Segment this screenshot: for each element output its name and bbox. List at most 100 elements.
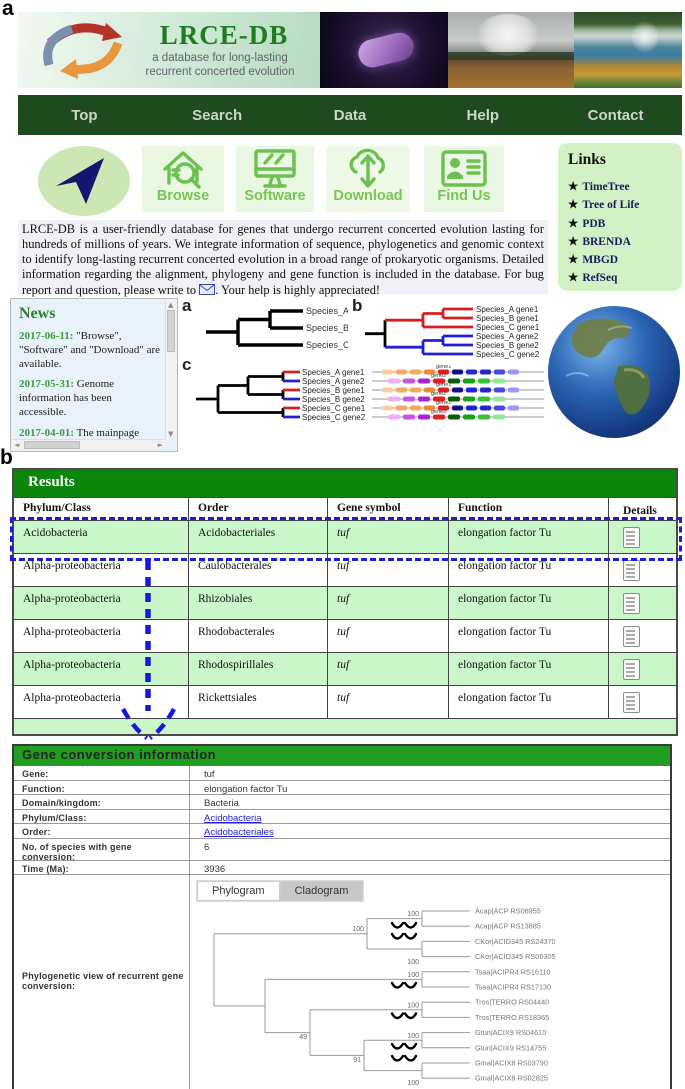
field-value: 3936 xyxy=(204,863,226,875)
links-panel: Links ★ TimeTree ★ Tree of Life ★ PDB ★ BREN… xyxy=(558,143,682,291)
link-tree-of-life[interactable]: ★ Tree of Life xyxy=(568,199,640,212)
cell-phylum: Acidobacteria xyxy=(23,527,88,539)
svg-text:100: 100 xyxy=(407,972,419,979)
table-row: Alpha-proteobacteria Caulobacterales tuf… xyxy=(14,553,676,586)
download-cloud-icon xyxy=(349,148,385,188)
recurrence-arrows-logo-icon xyxy=(43,23,123,79)
cell-order: Rhodospirillales xyxy=(188,653,327,685)
results-title: Results xyxy=(14,470,676,497)
phylum-link[interactable]: Acidobacteria xyxy=(204,812,262,824)
nav-item-search[interactable]: Search xyxy=(192,106,243,124)
link-timetree[interactable]: ★ TimeTree xyxy=(568,181,630,194)
scroll-down-icon[interactable]: ▼ xyxy=(168,430,174,438)
table-row: Acidobacteria Acidobacteriales tuf elong… xyxy=(14,520,676,553)
details-document-icon[interactable] xyxy=(623,592,640,614)
details-document-icon[interactable] xyxy=(623,658,640,680)
tab-phylogram[interactable]: Phylogram xyxy=(197,881,280,901)
geyser-photo xyxy=(448,12,574,88)
field-row-function: Function: elongation factor Tu xyxy=(14,780,670,795)
earth-globe-image xyxy=(548,306,680,438)
field-label: Domain/kingdom: xyxy=(14,795,190,809)
cell-details xyxy=(608,587,676,619)
link-pdb[interactable]: ★ PDB xyxy=(568,217,606,230)
diagram-b-label: b xyxy=(352,296,363,315)
svg-text:Species_B gene2: Species_B gene2 xyxy=(302,395,365,404)
news-entry: 2017-06-11: "Browse", "Software" and "Do… xyxy=(19,330,161,370)
browse-button[interactable]: Browse xyxy=(142,146,224,212)
details-document-icon[interactable] xyxy=(623,625,640,647)
field-value: elongation factor Tu xyxy=(204,783,288,795)
field-label: No. of species with gene conversion: xyxy=(14,838,190,862)
scroll-up-icon[interactable]: ▲ xyxy=(168,301,174,309)
gene-tree-diagram: Species_A gene1 Species_B gene1 Species_… xyxy=(365,305,540,359)
svg-text:Species_C gene2: Species_C gene2 xyxy=(302,413,366,422)
details-document-icon[interactable] xyxy=(623,559,640,581)
table-row: Alpha-proteobacteria Rhizobiales tuf elo… xyxy=(14,586,676,619)
scrollbar-thumb[interactable] xyxy=(24,441,80,449)
navigate-button[interactable] xyxy=(38,146,130,216)
star-icon: ★ xyxy=(568,199,579,212)
svg-text:100: 100 xyxy=(407,911,419,918)
gene-conversion-icon xyxy=(390,932,418,940)
nav-item-top[interactable]: Top xyxy=(71,106,98,124)
results-table: Results Phylum/Class Order Gene symbol F… xyxy=(12,468,678,736)
field-row-gene: Gene: tuf xyxy=(14,766,670,781)
news-title: News xyxy=(19,305,56,322)
genome-context-diagram: gene1 gene2 gene1 gene2 xyxy=(372,365,544,420)
gene-conversion-icon xyxy=(390,981,418,989)
link-mbgd[interactable]: ★ MBGD xyxy=(568,253,619,266)
field-row-species-count: No. of species with gene conversion: 6 xyxy=(14,838,670,862)
find-us-button[interactable]: Find Us xyxy=(424,146,504,212)
order-link[interactable]: Acidobacteriales xyxy=(204,827,274,838)
steam-shape xyxy=(632,20,658,54)
news-horizontal-scrollbar[interactable]: ◄ ► xyxy=(12,439,165,450)
nav-item-data[interactable]: Data xyxy=(333,106,367,124)
intro-paragraph: LRCE-DB is a user-friendly database for … xyxy=(18,220,548,297)
gene-conversion-icon xyxy=(390,921,418,929)
cell-order: Caulobacterales xyxy=(188,554,327,586)
svg-text:gene2: gene2 xyxy=(431,373,446,379)
mail-icon[interactable] xyxy=(199,283,216,299)
cell-gene: tuf xyxy=(327,620,448,652)
svg-text:Gtun|ACIX9 RS14755: Gtun|ACIX9 RS14755 xyxy=(475,1043,546,1052)
details-document-icon[interactable] xyxy=(623,691,640,713)
gene-conversion-panel: Gene conversion information Gene: tuf Fu… xyxy=(12,744,672,1089)
svg-text:Gmal|ACIX8 RS02825: Gmal|ACIX8 RS02825 xyxy=(475,1074,548,1083)
scroll-left-icon[interactable]: ◄ xyxy=(14,441,20,449)
table-row: Alpha-proteobacteria Rickettsiales tuf e… xyxy=(14,685,676,718)
cell-function: elongation factor Tu xyxy=(448,521,608,553)
treeline-shape xyxy=(448,52,574,60)
svg-text:Species_C gene1: Species_C gene1 xyxy=(476,323,540,332)
field-label: Phylum/Class: xyxy=(14,809,190,823)
field-row-domain: Domain/kingdom: Bacteria xyxy=(14,795,670,810)
svg-text:Acap|ACP RS06955: Acap|ACP RS06955 xyxy=(475,907,541,916)
nav-item-contact[interactable]: Contact xyxy=(587,106,644,124)
find-us-card-icon xyxy=(441,150,487,187)
news-vertical-scrollbar[interactable]: ▲ ▼ xyxy=(165,300,176,439)
field-value: Acidobacteria xyxy=(190,810,670,824)
download-button[interactable]: Download xyxy=(326,146,410,212)
svg-text:Gtun|ACIX9 RS04610: Gtun|ACIX9 RS04610 xyxy=(475,1028,546,1037)
cell-details xyxy=(608,521,676,553)
software-button[interactable]: Software xyxy=(236,146,314,212)
nav-item-help[interactable]: Help xyxy=(466,106,500,124)
cell-gene: tuf xyxy=(327,554,448,586)
link-refseq[interactable]: ★ RefSeq xyxy=(568,272,618,285)
svg-text:Tros|TERRO RS18365: Tros|TERRO RS18365 xyxy=(475,1013,549,1022)
scrollbar-thumb[interactable] xyxy=(167,310,175,352)
table-row: Alpha-proteobacteria Rhodobacterales tuf… xyxy=(14,619,676,652)
tree-view-tabs: Phylogram Cladogram xyxy=(196,880,365,902)
svg-text:91: 91 xyxy=(353,1057,361,1064)
tab-cladogram[interactable]: Cladogram xyxy=(279,881,364,901)
field-value: tuf xyxy=(204,769,215,780)
table-row: Alpha-proteobacteria Rhodospirillales tu… xyxy=(14,652,676,685)
col-details: Details xyxy=(608,498,676,520)
scroll-right-icon[interactable]: ► xyxy=(157,441,163,449)
field-label: Gene: xyxy=(14,766,190,780)
link-brenda[interactable]: ★ BRENDA xyxy=(568,235,631,248)
site-subtitle-line1: a database for long-lasting xyxy=(152,52,288,64)
details-document-icon[interactable] xyxy=(623,526,640,548)
cell-gene: tuf xyxy=(327,653,448,685)
site-logo: LRCE-DB a database for long-lasting recu… xyxy=(18,12,320,88)
